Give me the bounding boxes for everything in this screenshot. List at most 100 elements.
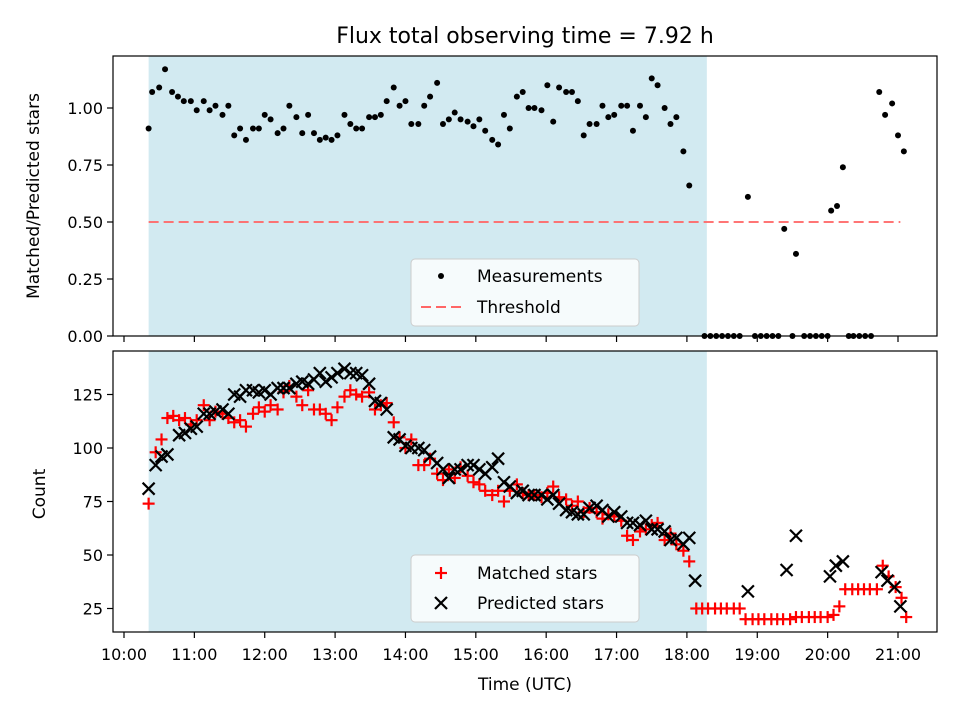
y-tick-label: 0.75 bbox=[67, 156, 103, 175]
bottom-legend-box bbox=[410, 554, 640, 623]
matched-star-point bbox=[442, 463, 455, 476]
measurement-point bbox=[593, 120, 600, 127]
y-tick-label: 1.00 bbox=[67, 99, 103, 118]
bottom-x-ticks: 10:00 11:00 12:00 13:00 14:00 15:00 16:00 17:00… bbox=[101, 632, 921, 664]
predicted-star-stroke2 bbox=[472, 462, 487, 477]
x-tick-label: 21:00 bbox=[875, 645, 921, 664]
y-tick-label: 100 bbox=[72, 439, 103, 458]
legend-threshold-label: Threshold bbox=[476, 298, 561, 318]
y-tick-label: 50 bbox=[83, 546, 103, 565]
predicted-star-point bbox=[823, 569, 837, 584]
measurement-point bbox=[180, 98, 187, 105]
predicted-star-stroke2 bbox=[836, 554, 850, 569]
predicted-star-stroke2 bbox=[398, 439, 413, 453]
predicted-star-stroke2 bbox=[270, 381, 285, 395]
matched-star-point bbox=[870, 583, 883, 596]
predicted-star-stroke2 bbox=[447, 462, 462, 477]
measurement-point bbox=[642, 114, 649, 121]
predicted-star-point bbox=[472, 462, 487, 477]
measurement-point bbox=[611, 111, 618, 118]
predicted-star-stroke2 bbox=[374, 396, 388, 410]
predicted-star-point bbox=[270, 381, 285, 395]
predicted-star-stroke2 bbox=[337, 362, 352, 376]
matched-star-point bbox=[234, 414, 247, 427]
y-tick-label: 0.25 bbox=[67, 270, 103, 289]
measurement-point bbox=[495, 141, 502, 148]
predicted-star-stroke2 bbox=[789, 528, 803, 543]
predicted-star-point bbox=[301, 377, 315, 391]
legend-measurements-marker bbox=[438, 273, 444, 279]
measurement-point bbox=[255, 125, 262, 132]
measurement-point bbox=[568, 89, 575, 96]
top-panel: 0.00 0.25 0.50 0.75 1.00 Matched/Predicted s… bbox=[24, 55, 938, 346]
predicted-star-stroke2 bbox=[141, 481, 156, 496]
predicted-star-stroke2 bbox=[295, 374, 310, 389]
y-tick-label: 0.00 bbox=[67, 327, 103, 346]
measurement-point bbox=[792, 250, 799, 257]
matched-star-point bbox=[405, 433, 418, 446]
measurement-point bbox=[274, 130, 281, 137]
measurement-point bbox=[293, 114, 300, 121]
legend-matched-marker bbox=[435, 567, 447, 579]
matched-star-point bbox=[833, 600, 846, 613]
predicted-star-point bbox=[196, 406, 211, 421]
predicted-star-stroke2 bbox=[318, 374, 333, 389]
measurement-point bbox=[482, 127, 489, 134]
measurement-point bbox=[686, 182, 693, 189]
measurement-point bbox=[882, 111, 889, 118]
measurement-point bbox=[328, 136, 335, 143]
measurement-point bbox=[434, 79, 441, 86]
predicted-star-stroke2 bbox=[453, 462, 468, 477]
predicted-stars-points bbox=[141, 362, 908, 614]
predicted-star-stroke2 bbox=[534, 488, 549, 502]
predicted-star-stroke2 bbox=[601, 509, 616, 524]
measurement-point bbox=[187, 98, 194, 105]
matched-star-point bbox=[626, 534, 639, 547]
predicted-star-stroke2 bbox=[682, 531, 697, 545]
measurement-point bbox=[280, 125, 287, 132]
measurement-point bbox=[383, 98, 390, 105]
predicted-star-stroke2 bbox=[497, 475, 511, 490]
predicted-star-stroke2 bbox=[644, 522, 659, 537]
predicted-star-point bbox=[644, 522, 659, 537]
matched-star-point bbox=[497, 495, 510, 508]
measurement-point bbox=[162, 66, 169, 73]
predicted-star-point bbox=[607, 505, 621, 519]
matched-star-point bbox=[331, 401, 344, 414]
predicted-star-point bbox=[789, 528, 803, 543]
measurement-point bbox=[605, 114, 612, 121]
predicted-star-point bbox=[497, 475, 511, 490]
predicted-star-point bbox=[160, 447, 175, 462]
predicted-star-point bbox=[836, 554, 850, 569]
predicted-star-stroke2 bbox=[330, 366, 345, 380]
measurement-point bbox=[402, 98, 409, 105]
predicted-star-stroke2 bbox=[178, 426, 192, 440]
measurement-point bbox=[334, 132, 341, 139]
x-tick-label: 12:00 bbox=[242, 645, 288, 664]
measurement-point bbox=[316, 136, 323, 143]
measurement-point bbox=[415, 120, 422, 127]
measurement-point bbox=[377, 111, 384, 118]
predicted-star-stroke2 bbox=[355, 368, 369, 383]
predicted-star-point bbox=[491, 451, 505, 466]
measurement-point bbox=[513, 93, 520, 100]
predicted-star-point bbox=[633, 518, 647, 532]
bottom-y-ticks: 25 50 75 100 125 bbox=[72, 386, 113, 619]
measurement-point bbox=[895, 132, 901, 139]
predicted-star-stroke2 bbox=[313, 366, 327, 380]
x-tick-label: 20:00 bbox=[805, 645, 851, 664]
predicted-star-point bbox=[779, 563, 794, 577]
matched-star-point bbox=[319, 407, 332, 420]
measurement-point bbox=[299, 130, 306, 137]
top-legend: Measurements Threshold bbox=[410, 258, 640, 327]
measurement-point bbox=[470, 123, 477, 130]
measurement-point bbox=[237, 125, 244, 132]
predicted-star-point bbox=[215, 402, 230, 417]
measurement-point bbox=[427, 93, 434, 100]
measurement-point bbox=[341, 111, 348, 118]
measurement-point bbox=[556, 84, 563, 91]
matched-star-point bbox=[264, 399, 277, 412]
measurement-point bbox=[421, 102, 428, 109]
x-tick-label: 14:00 bbox=[382, 645, 428, 664]
measurement-point bbox=[744, 193, 751, 200]
